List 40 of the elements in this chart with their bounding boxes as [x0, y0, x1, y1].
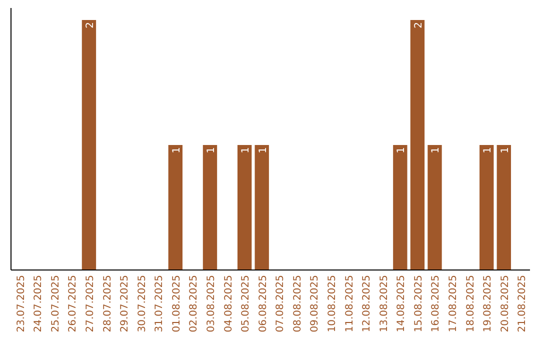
x-tick-label: 04.08.2025	[223, 275, 234, 332]
x-tick-label: 30.07.2025	[136, 275, 148, 332]
x-tick-label: 13.08.2025	[378, 275, 390, 332]
data-label: 1	[482, 147, 494, 154]
x-tick-label: 18.08.2025	[465, 275, 476, 332]
x-tick-label: 11.08.2025	[344, 275, 356, 332]
data-label: 1	[206, 147, 217, 154]
x-tick-label: 27.07.2025	[84, 275, 96, 332]
x-tick-label: 01.08.2025	[171, 275, 182, 332]
data-label: 2	[413, 22, 424, 28]
x-tick-label: 07.08.2025	[275, 275, 286, 332]
data-label: 1	[500, 147, 511, 154]
x-tick-label: 16.08.2025	[430, 275, 442, 332]
x-tick-label: 24.07.2025	[33, 275, 44, 332]
x-tick-label: 03.08.2025	[206, 275, 217, 332]
x-tick-label: 21.08.2025	[517, 275, 528, 332]
x-tick-label: 20.08.2025	[500, 275, 511, 332]
data-label: 1	[171, 147, 182, 154]
x-tick-label: 19.08.2025	[482, 275, 494, 332]
x-tick-label: 25.07.2025	[50, 275, 62, 332]
x-tick-label: 29.07.2025	[120, 275, 131, 332]
data-label: 1	[240, 147, 252, 154]
x-tick-label: 05.08.2025	[240, 275, 252, 332]
x-tick-label: 26.07.2025	[68, 275, 79, 332]
data-label: 1	[396, 147, 408, 154]
x-tick-label: 12.08.2025	[362, 275, 373, 332]
x-tick-label: 08.08.2025	[292, 275, 304, 332]
x-tick-label: 15.08.2025	[413, 275, 424, 332]
x-tick-label: 17.08.2025	[448, 275, 460, 332]
x-tick-label: 06.08.2025	[258, 275, 269, 332]
data-label: 1	[258, 147, 269, 154]
x-tick-label: 14.08.2025	[396, 275, 408, 332]
x-tick-label: 23.07.2025	[16, 275, 27, 332]
x-tick-label: 28.07.2025	[102, 275, 114, 332]
x-tick-label: 09.08.2025	[310, 275, 321, 332]
x-tick-label: 10.08.2025	[327, 275, 338, 332]
data-label: 1	[430, 147, 442, 154]
x-tick-label: 02.08.2025	[188, 275, 200, 332]
data-label: 2	[84, 22, 96, 28]
x-tick-label: 31.07.2025	[154, 275, 166, 332]
